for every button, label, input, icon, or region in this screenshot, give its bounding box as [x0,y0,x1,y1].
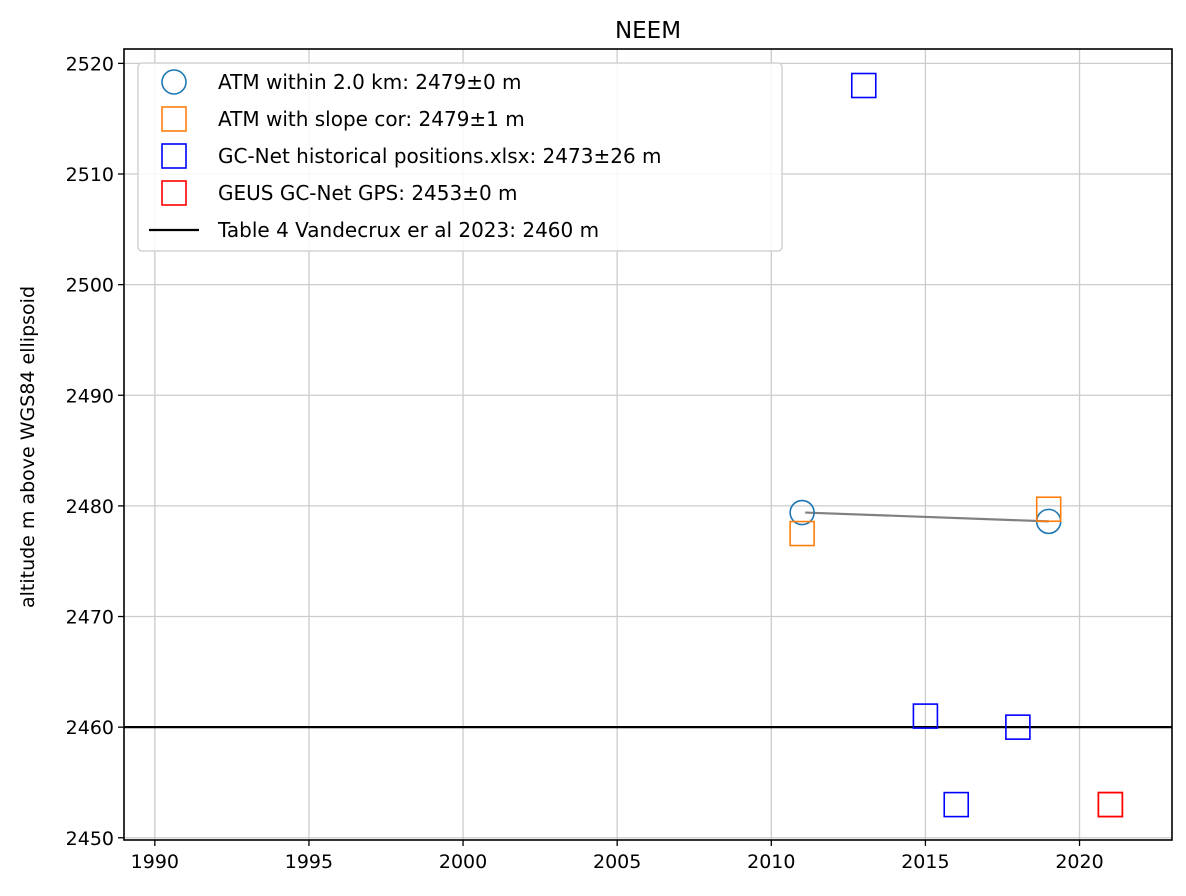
legend-marker [161,106,187,132]
y-tick-label: 2470 [66,607,114,629]
data-point [912,703,939,729]
x-tick-label: 2015 [901,851,949,873]
legend-label: ATM with slope cor: 2479±1 m [218,107,525,131]
legend-label: GC-Net historical positions.xlsx: 2473±2… [218,144,662,168]
y-tick-label: 2490 [66,385,114,407]
x-tick-label: 1990 [131,851,179,873]
chart-title: NEEM [615,18,681,44]
y-tick-label: 2520 [66,53,114,75]
plot-area-frame [123,48,1173,841]
data-point [1097,791,1124,818]
y-tick-label: 2510 [66,164,114,186]
y-axis-label: altitude m above WGS84 ellipsoid [17,286,39,608]
y-tick-label: 2480 [66,496,114,518]
data-point [789,520,815,547]
legend-box [137,62,783,252]
legend-label: Table 4 Vandecrux er al 2023: 2460 m [217,218,599,242]
chart-lines [124,511,1172,729]
x-tick-label: 2020 [1055,851,1103,873]
legend-marker [161,69,187,95]
y-tick-label: 2460 [66,717,114,739]
x-tick-label: 2005 [593,851,641,873]
legend-label: GEUS GC-Net GPS: 2453±0 m [218,181,518,205]
x-tick-label: 2010 [747,851,795,873]
x-tick-label: 1995 [285,851,333,873]
axis-ticks: 1990 1995 2000 2005 2010 2015 2020 2450 2460 2470… [66,53,1104,873]
legend: ATM within 2.0 km: 2479±0 m ATM with slop… [137,62,783,252]
data-point [1005,714,1031,740]
data-point [943,791,970,818]
legend-marker [161,143,187,169]
x-tick-label: 2000 [439,851,487,873]
data-point [850,72,877,99]
legend-label: ATM within 2.0 km: 2479±0 m [218,70,522,94]
trend-line [805,511,1049,523]
data-point [1097,791,1124,818]
data-point [1035,496,1062,523]
data-point [789,499,815,526]
y-tick-label: 2500 [66,275,114,297]
y-tick-label: 2450 [66,828,114,850]
legend-marker [161,180,187,206]
data-markers [789,72,1124,818]
